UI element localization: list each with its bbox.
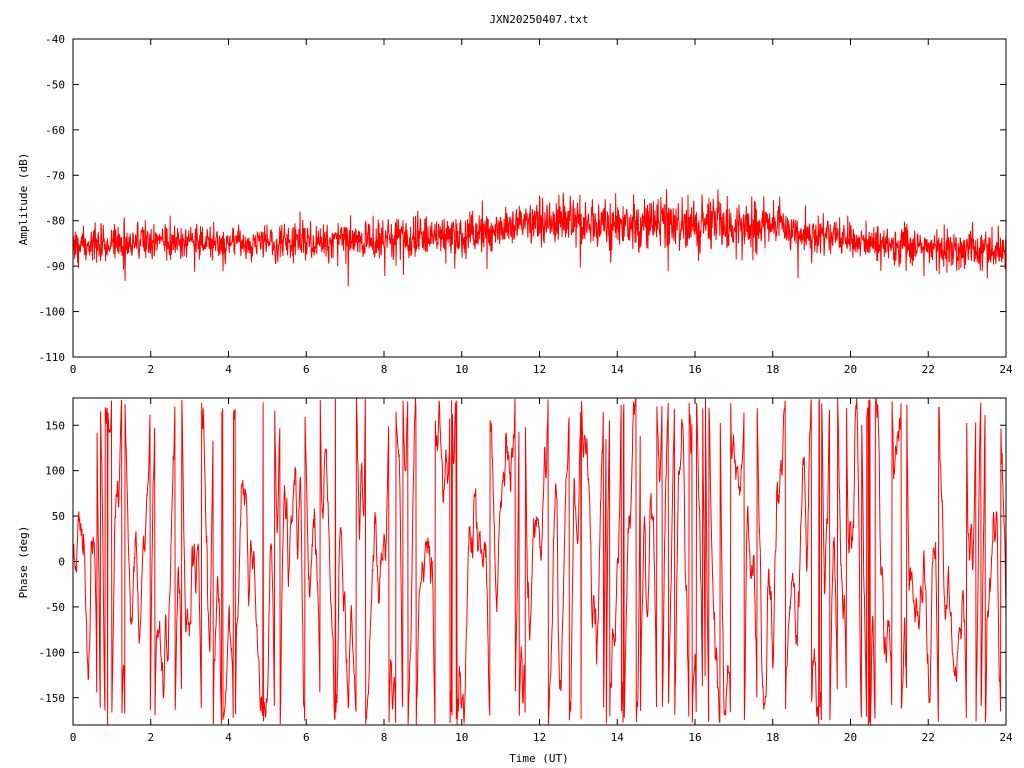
amplitude-series [72,188,1007,287]
amplitude-y-tick-label: -110 [39,351,66,364]
phase-plot-frame [72,397,1007,726]
phase-ticks: 0 2 4 6 8 10 12 14 16 18 20 22 24150100500-50-100-15… [39,398,1013,744]
amplitude-y-tick-label: -40 [45,33,65,46]
amplitude-y-tick-label: -70 [45,169,65,182]
phase-x-tick-label: 12 [533,731,546,744]
phase-x-tick-label: 2 [147,731,154,744]
phase-y-tick-label: -150 [39,692,66,705]
amplitude-x-tick-label: 8 [381,363,388,376]
amplitude-x-tick-label: 12 [533,363,546,376]
amplitude-x-tick-label: 24 [999,363,1013,376]
phase-x-tick-label: 0 [70,731,77,744]
amplitude-x-tick-label: 16 [688,363,701,376]
amplitude-x-tick-label: 0 [70,363,77,376]
phase-y-tick-label: 150 [45,419,65,432]
phase-x-tick-label: 20 [844,731,857,744]
chart-title: JXN20250407.txt [489,13,588,26]
phase-x-tick-label: 14 [611,731,625,744]
phase-x-tick-label: 18 [766,731,779,744]
amplitude-plot-frame [72,38,1007,358]
amplitude-x-tick-label: 10 [455,363,468,376]
phase-x-axis-label: Time (UT) [509,752,569,765]
amplitude-line [72,188,1007,287]
amplitude-x-tick-label: 6 [303,363,310,376]
amplitude-y-tick-label: -60 [45,124,65,137]
phase-y-axis-label: Phase (deg) [17,526,30,599]
phase-x-tick-label: 22 [922,731,935,744]
amplitude-y-tick-label: -80 [45,215,65,228]
amplitude-y-axis-label: Amplitude (dB) [17,153,30,246]
phase-x-tick-label: 24 [999,731,1013,744]
phase-x-tick-label: 4 [225,731,232,744]
amplitude-x-tick-label: 2 [147,363,154,376]
amplitude-panel: JXN20250407.txt Amplitude (dB) 0 2 4 6 8 10 12… [17,13,1013,376]
phase-line [72,398,1007,725]
amplitude-x-tick-label: 14 [611,363,625,376]
phase-y-tick-label: -100 [39,646,66,659]
amplitude-ticks: 0 2 4 6 8 10 12 14 16 18 20 22 24-40-50-60-70-80-90-… [39,33,1013,376]
phase-y-tick-label: -50 [45,601,65,614]
amplitude-y-tick-label: -50 [45,78,65,91]
phase-x-tick-label: 16 [688,731,701,744]
amplitude-x-tick-label: 22 [922,363,935,376]
amplitude-x-tick-label: 18 [766,363,779,376]
phase-series [72,398,1007,725]
amplitude-y-tick-label: -100 [39,306,66,319]
amplitude-x-tick-label: 4 [225,363,232,376]
phase-x-tick-label: 10 [455,731,468,744]
phase-y-tick-label: 0 [58,556,65,569]
phase-panel: Phase (deg) Time (UT) 0 2 4 6 8 10 12 14 16 18 20 2… [17,397,1013,765]
phase-x-tick-label: 8 [381,731,388,744]
phase-x-tick-label: 6 [303,731,310,744]
phase-y-tick-label: 50 [52,510,65,523]
amplitude-y-tick-label: -90 [45,260,65,273]
amplitude-x-tick-label: 20 [844,363,857,376]
phase-y-tick-label: 100 [45,465,65,478]
